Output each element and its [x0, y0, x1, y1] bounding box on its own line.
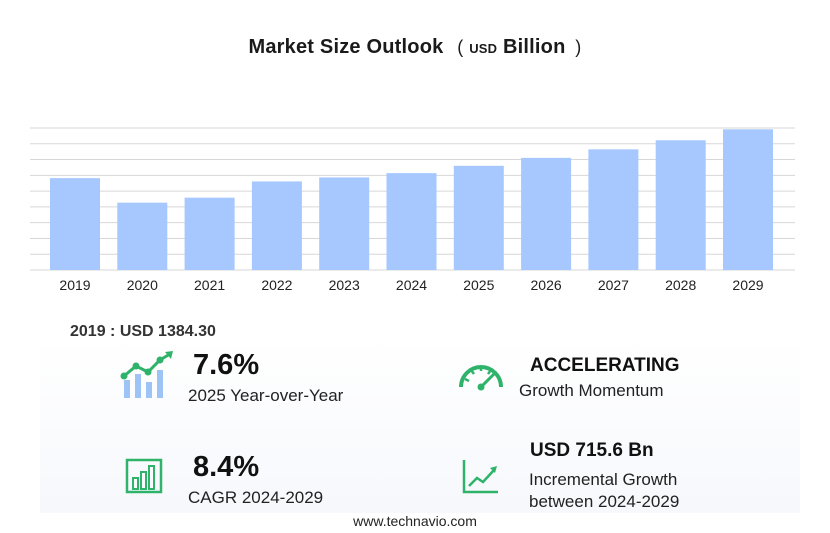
x-tick-label-2019: 2019 — [59, 277, 90, 293]
x-tick-label-2023: 2023 — [329, 277, 360, 293]
momentum-label-wrap: Growth Momentum — [519, 380, 664, 402]
bar-2026 — [521, 157, 572, 270]
momentum-stat: ACCELERATING — [530, 355, 680, 377]
x-tick-label-2022: 2022 — [261, 277, 292, 293]
trend-line-icon — [462, 460, 498, 494]
title-unit-close: ) — [575, 37, 582, 57]
incremental-value: USD 715.6 Bn — [530, 440, 654, 461]
x-tick-label-2020: 2020 — [127, 277, 158, 293]
yoy-label-wrap: 2025 Year-over-Year — [188, 385, 343, 407]
yoy-stat: 7.6% — [193, 350, 259, 380]
momentum-label: Growth Momentum — [519, 381, 664, 400]
footer-url: www.technavio.com — [353, 513, 477, 529]
title-unit-usd: USD — [469, 41, 498, 56]
cagr-label-wrap: CAGR 2024-2029 — [188, 487, 323, 509]
speedometer-icon — [459, 365, 503, 391]
title-main: Market Size Outlook — [248, 36, 444, 58]
bar-2020 — [117, 202, 168, 270]
x-tick-label-2029: 2029 — [732, 277, 763, 293]
bar-2028 — [655, 140, 706, 270]
chart-title: Market Size Outlook ( USD Billion ) — [0, 36, 830, 59]
title-unit-open: ( — [457, 37, 464, 57]
cagr-stat: 8.4% — [193, 452, 259, 482]
incremental-stat: USD 715.6 Bn — [530, 440, 654, 462]
incremental-label-line1: Incremental Growth — [529, 470, 678, 489]
bar-2021 — [184, 197, 235, 270]
stats-panel — [40, 337, 800, 513]
bar-2019 — [50, 178, 100, 270]
growth-chart-icon — [120, 351, 173, 398]
x-tick-label-2027: 2027 — [598, 277, 629, 293]
yoy-label: 2025 Year-over-Year — [188, 386, 344, 405]
bar-2023 — [319, 177, 370, 270]
title-unit-word: Billion — [503, 36, 566, 58]
bar-chart-icon — [125, 458, 163, 494]
bar-2027 — [588, 149, 639, 270]
base-year-value: 2019 : USD 1384.30 — [70, 323, 216, 340]
bar-2025 — [453, 165, 504, 270]
bar-chart: 2019 2020 2021 2022 2023 2024 2025 2026 2027 2028… — [30, 127, 795, 293]
cagr-value: 8.4% — [193, 451, 260, 483]
bar-2022 — [251, 181, 302, 270]
x-tick-label-2024: 2024 — [396, 277, 427, 293]
yoy-value: 7.6% — [193, 349, 260, 381]
cagr-label: CAGR 2024-2029 — [188, 488, 324, 507]
x-tick-label-2028: 2028 — [665, 277, 696, 293]
incremental-label-wrap: Incremental Growth between 2024-2029 — [529, 469, 679, 513]
x-tick-label-2026: 2026 — [531, 277, 562, 293]
bar-2029 — [723, 129, 773, 270]
x-tick-label-2021: 2021 — [194, 277, 225, 293]
x-tick-label-2025: 2025 — [463, 277, 494, 293]
bar-2024 — [386, 173, 437, 270]
momentum-value: ACCELERATING — [530, 355, 680, 376]
incremental-label-line2: between 2024-2029 — [529, 492, 680, 511]
